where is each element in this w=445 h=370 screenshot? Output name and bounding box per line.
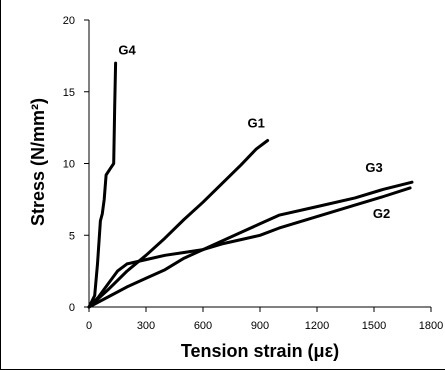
x-tick-label: 1200 <box>305 320 329 332</box>
series-line-g1 <box>87 139 270 309</box>
series-line-g2 <box>87 186 412 309</box>
y-tick-label: 15 <box>63 87 75 99</box>
series-label-g1: G1 <box>248 116 265 131</box>
series-label-g3: G3 <box>365 160 382 175</box>
y-axis-title: Stress (N/mm²) <box>28 98 48 226</box>
y-tick-label: 10 <box>63 159 75 171</box>
y-tick-label: 5 <box>69 230 75 242</box>
x-tick-label: 1800 <box>419 320 443 332</box>
x-tick-label: 600 <box>194 320 212 332</box>
x-tick-label: 300 <box>137 320 155 332</box>
series-line-g4 <box>87 61 118 309</box>
x-tick-label: 1500 <box>362 320 386 332</box>
y-tick-label: 0 <box>69 302 75 314</box>
series-label-g2: G2 <box>373 206 390 221</box>
series-label-g4: G4 <box>118 42 136 57</box>
x-axis-title: Tension strain (με) <box>181 341 339 361</box>
x-tick-label: 900 <box>251 320 269 332</box>
x-tick-label: 0 <box>86 320 92 332</box>
series-line-g3 <box>87 180 414 309</box>
y-tick-label: 20 <box>63 15 75 27</box>
series-layer <box>87 61 414 309</box>
axes: 0 5 10 15 20 0 300 600 900 1200 1500 1800 <box>63 15 443 332</box>
series-labels: G4 G1 G3 G2 <box>118 42 390 221</box>
